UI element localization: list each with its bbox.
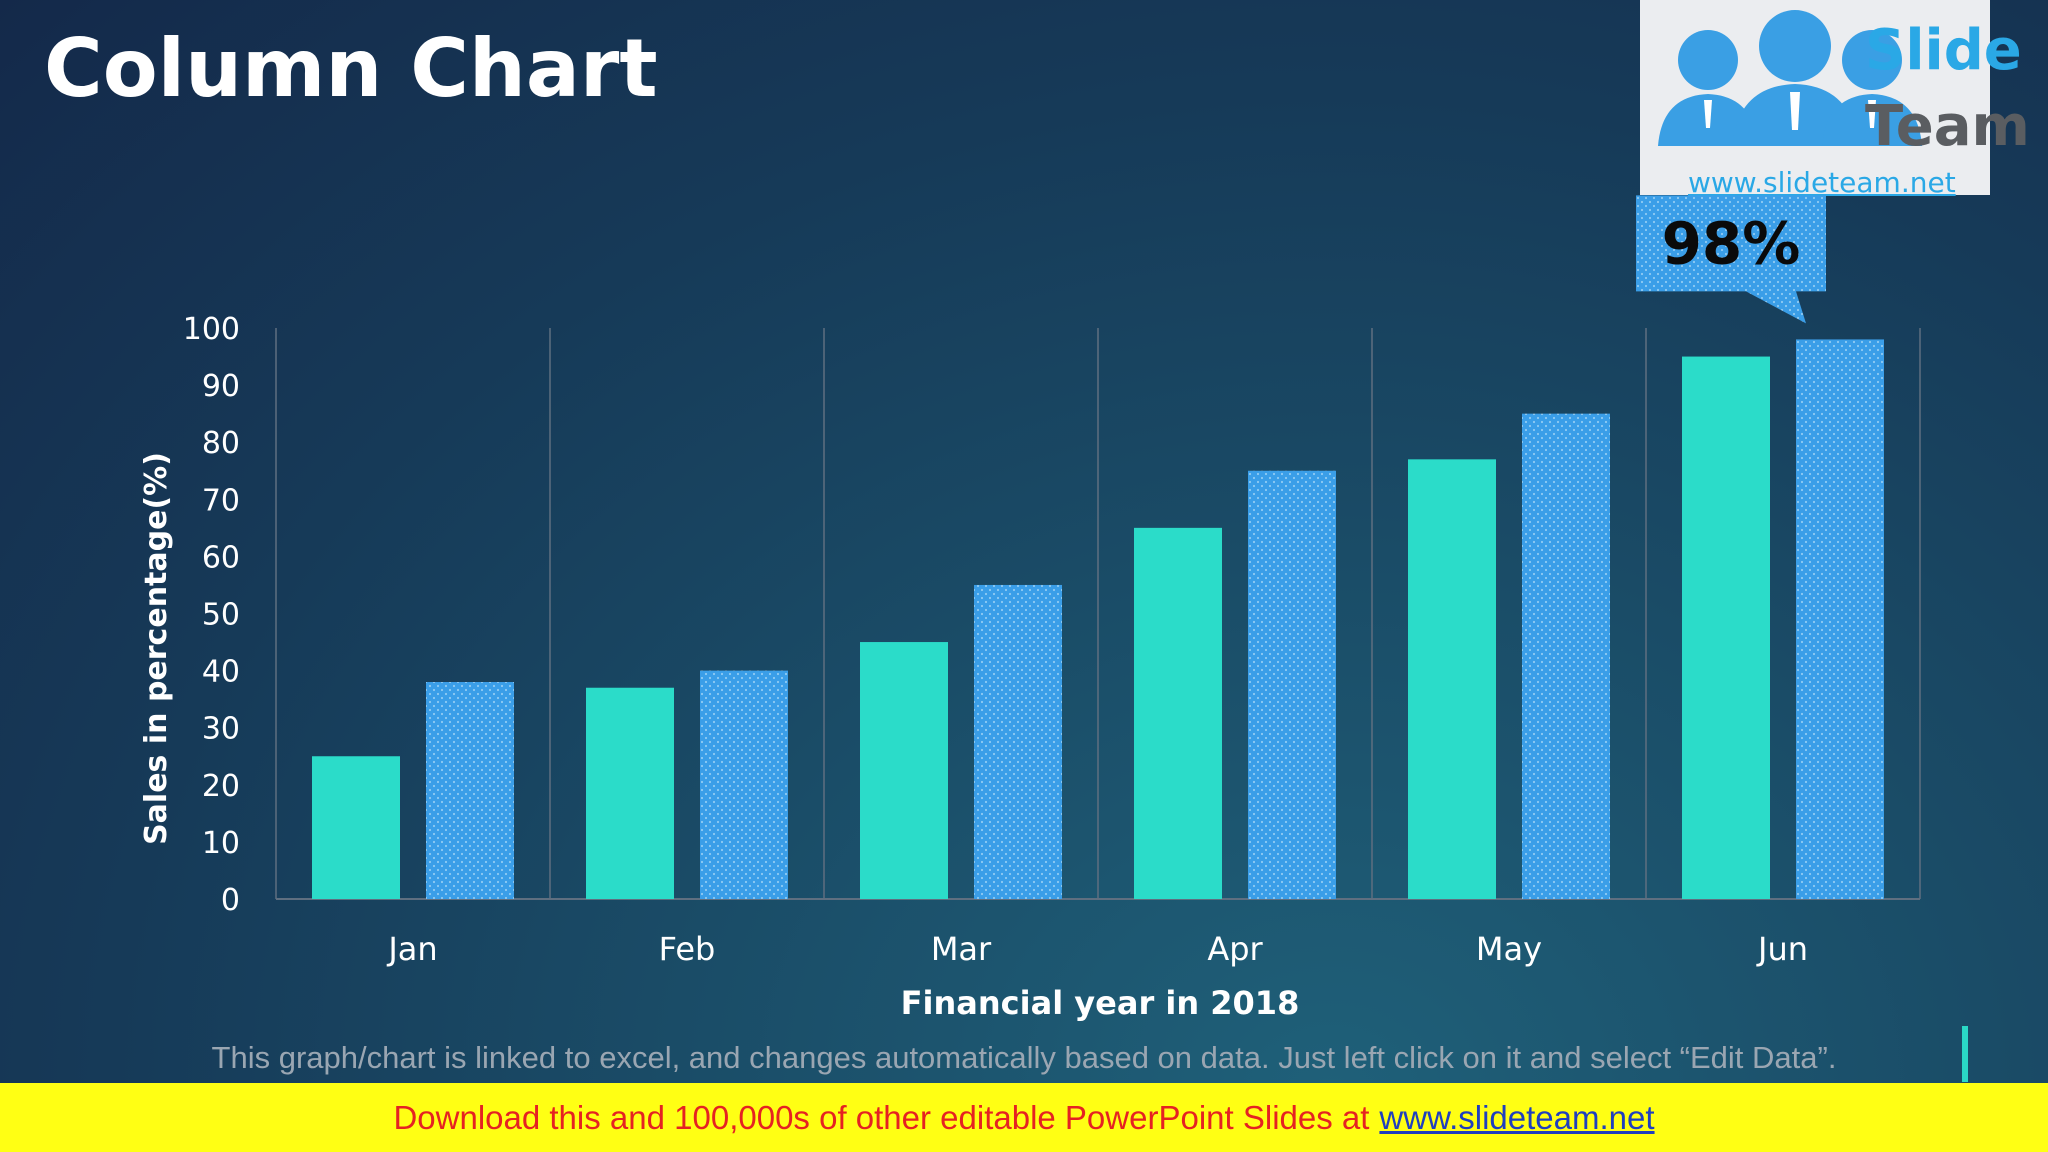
bar-apr-series-1: [1134, 527, 1222, 899]
logo-word-team: Team: [1865, 94, 2030, 159]
accent-marker: [1962, 1026, 1968, 1082]
bar-jun-series-2: [1796, 339, 1884, 899]
slide-title: Column Chart: [44, 22, 658, 115]
y-tick-label: 20: [202, 769, 240, 804]
footer-link[interactable]: www.slideteam.net: [1379, 1098, 1655, 1136]
bar-feb-series-2: [700, 670, 788, 899]
callout-value: 98%: [1662, 209, 1801, 277]
y-tick-label: 90: [202, 369, 240, 404]
y-tick-label: 80: [202, 426, 240, 461]
bar-apr-series-2: [1248, 470, 1336, 899]
footer-text: Download this and 100,000s of other edit…: [393, 1098, 1370, 1136]
bar-may-series-2: [1522, 413, 1610, 899]
y-tick-label: 0: [221, 883, 240, 918]
bar-may-series-1: [1408, 459, 1496, 899]
y-tick-label: 50: [202, 598, 240, 633]
y-tick-label: 100: [183, 312, 240, 347]
x-axis-label: Financial year in 2018: [901, 984, 1300, 1022]
bar-jan-series-2: [426, 682, 514, 899]
y-axis-label: Sales in percentage(%): [139, 452, 174, 845]
chart-note: This graph/chart is linked to excel, and…: [211, 1040, 1837, 1075]
bar-jun-series-1: [1682, 356, 1770, 899]
slideteam-logo[interactable]: Slide Team www.slideteam.net: [1640, 0, 2030, 199]
logo-url-link[interactable]: www.slideteam.net: [1688, 166, 1956, 199]
people-icon: [1658, 10, 1922, 146]
y-tick-label: 10: [202, 826, 240, 861]
footer-banner: Download this and 100,000s of other edit…: [0, 1083, 2048, 1152]
x-tick-label: Jan: [386, 930, 437, 968]
logo-word-slide: Slide: [1865, 18, 2022, 83]
x-tick-label: Feb: [659, 930, 716, 968]
x-tick-label: Jun: [1756, 930, 1808, 968]
y-tick-label: 60: [202, 540, 240, 575]
x-tick-label: May: [1476, 930, 1542, 968]
bar-jan-series-1: [312, 756, 400, 899]
y-tick-label: 30: [202, 712, 240, 747]
column-chart: 0 10 20 30 40 50 60 70 80 90 100 Jan Feb Mar Apr May Ju…: [139, 195, 1921, 1022]
peak-value-callout: 98%: [1636, 195, 1826, 324]
x-tick-label: Apr: [1207, 930, 1263, 968]
y-tick-label: 40: [202, 655, 240, 690]
y-tick-label: 70: [202, 483, 240, 518]
bar-mar-series-1: [860, 642, 948, 899]
x-tick-label: Mar: [931, 930, 992, 968]
bar-feb-series-1: [586, 687, 674, 899]
bar-mar-series-2: [974, 584, 1062, 899]
